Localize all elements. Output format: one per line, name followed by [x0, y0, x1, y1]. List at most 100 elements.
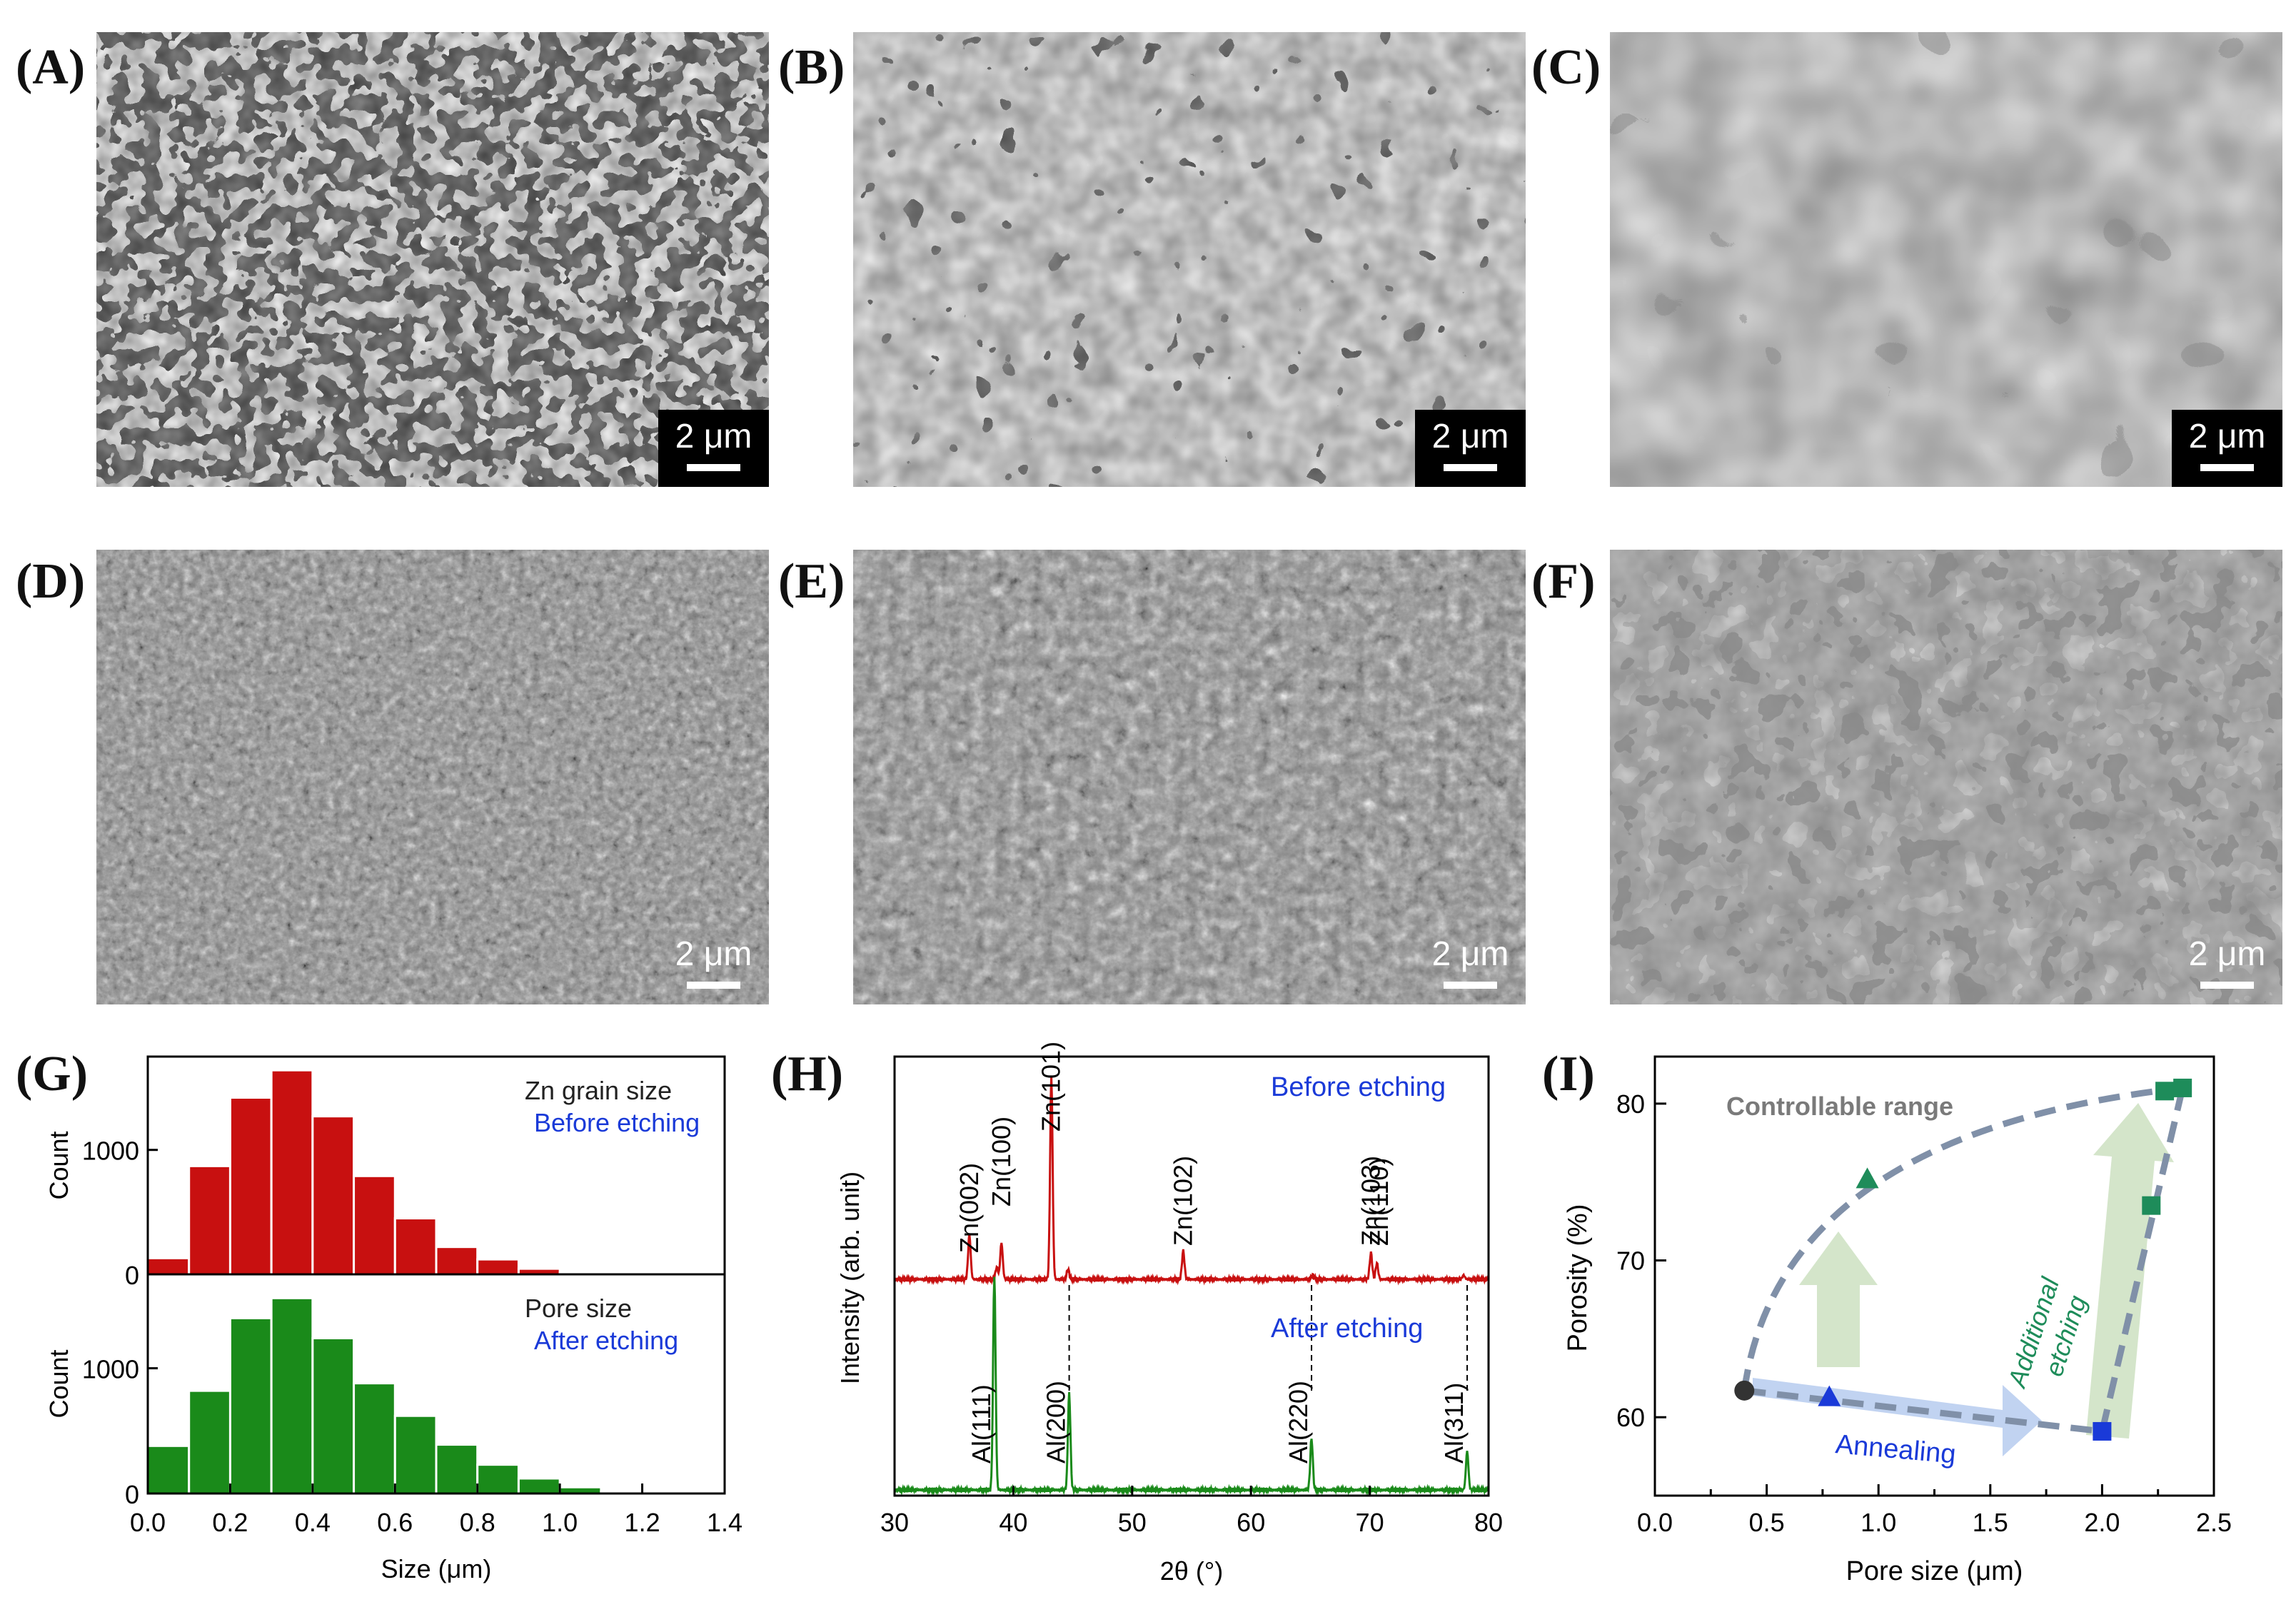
legend-subtitle: Before etching — [534, 1108, 700, 1137]
peak-label: Zn(100) — [987, 1117, 1016, 1207]
x-axis-label: Size (μm) — [381, 1554, 492, 1583]
y-axis-label: Count — [44, 1349, 74, 1418]
histogram-bar — [435, 1444, 479, 1495]
x-tick-label: 1.5 — [1973, 1508, 2008, 1537]
histogram-bar — [228, 1097, 273, 1276]
xrd-trace-after — [893, 1276, 1490, 1496]
histogram-bar — [188, 1389, 231, 1495]
etching-arrow — [2086, 1103, 2174, 1439]
peak-label: Zn(101) — [1037, 1042, 1066, 1132]
x-tick-label: 0.8 — [460, 1508, 495, 1537]
histogram-bar — [393, 1414, 438, 1495]
y-tick-label: 60 — [1616, 1403, 1645, 1432]
sem-image-c: 2 μm — [1610, 32, 2282, 487]
series-label-after: After etching — [1271, 1314, 1423, 1344]
y-axis-label: Porosity (%) — [1563, 1204, 1593, 1352]
panel-label-d: (D) — [16, 554, 86, 609]
peak-label: Al(200) — [1042, 1381, 1071, 1464]
sem-image-b: 2 μm — [853, 32, 1526, 487]
porosity-panel: 0.0 0.5 1.0 1.5 2.0 2.5 60 70 80 Pore size (μm) Po… — [1563, 1055, 2232, 1586]
histogram-bar — [270, 1296, 314, 1495]
upward-arrow — [1799, 1231, 1878, 1367]
panel-label-c: (C) — [1531, 40, 1601, 95]
scale-bar: 2 μm — [2172, 410, 2282, 487]
x-tick-label: 40 — [999, 1508, 1027, 1537]
peak-label: Al(111) — [967, 1384, 996, 1464]
series-label-before: Before etching — [1271, 1072, 1446, 1102]
sem-image-f: 2 μm — [1610, 550, 2282, 1004]
panel-label-g: (G) — [16, 1047, 89, 1102]
peak-label: Zn(002) — [955, 1163, 984, 1253]
scale-bar: 2 μm — [1415, 927, 1526, 1004]
peak-label: Zn(103) — [1356, 1156, 1385, 1246]
y-axis-label: Count — [44, 1131, 74, 1199]
histogram-panel: 0 1000 Count Zn grain size Before etching 0 10… — [44, 1055, 742, 1583]
panel-label-b: (B) — [778, 40, 845, 95]
y-tick-label: 1000 — [82, 1355, 139, 1384]
axes-frame — [893, 1055, 1490, 1497]
x-tick-label: 0.0 — [1637, 1508, 1673, 1537]
x-tick-label: 1.0 — [1861, 1508, 1896, 1537]
legend-subtitle: After etching — [534, 1326, 678, 1355]
x-tick-label: 70 — [1356, 1508, 1384, 1537]
panel-label-f: (F) — [1531, 554, 1596, 609]
x-tick-label: 60 — [1237, 1508, 1265, 1537]
histogram-bar — [311, 1115, 356, 1276]
controllable-range-arc — [1741, 1084, 2183, 1391]
x-tick-label: 2.0 — [2084, 1508, 2120, 1537]
panel-label-i: (I) — [1542, 1047, 1595, 1102]
peak-label: Al(311) — [1439, 1383, 1469, 1464]
y-tick-label: 0 — [125, 1261, 139, 1290]
y-tick-label: 0 — [125, 1480, 139, 1509]
histogram-bar — [353, 1174, 396, 1276]
x-tick-label: 80 — [1474, 1508, 1503, 1537]
peak-label: Al(220) — [1284, 1381, 1313, 1464]
legend-title: Pore size — [525, 1294, 632, 1323]
scale-bar: 2 μm — [2172, 927, 2282, 1004]
histogram-bar — [476, 1258, 520, 1276]
data-point-square — [2142, 1196, 2161, 1215]
data-point-circle — [1734, 1380, 1755, 1401]
panel-label-e: (E) — [778, 554, 845, 609]
x-tick-label: 0.0 — [130, 1508, 166, 1537]
x-tick-label: 1.0 — [542, 1508, 578, 1537]
y-tick-label: 80 — [1616, 1089, 1645, 1119]
charts-canvas: 0 1000 Count Zn grain size Before etching 0 10… — [44, 1042, 2232, 1586]
histogram-bar — [435, 1246, 479, 1276]
histogram-bar — [188, 1164, 231, 1276]
data-point-triangle — [1818, 1385, 1841, 1406]
histogram-bar — [393, 1217, 438, 1276]
scale-bar: 2 μm — [658, 410, 769, 487]
x-tick-label: 0.4 — [295, 1508, 331, 1537]
x-tick-label: 30 — [880, 1508, 909, 1537]
data-point-triangle — [1856, 1167, 1879, 1189]
x-tick-label: 1.2 — [625, 1508, 660, 1537]
data-point-square — [2173, 1078, 2192, 1097]
histogram-bar — [146, 1256, 191, 1276]
sem-image-a: 2 μm — [96, 32, 769, 487]
histogram-bar — [311, 1336, 356, 1495]
peak-label: Zn(110) — [1364, 1158, 1394, 1246]
annotation-annealing: Annealing — [1834, 1429, 1957, 1470]
xrd-panel: 30 40 50 60 70 80 2θ (°) Intensity (arb. unit) B… — [835, 1042, 1503, 1586]
histogram-bar — [146, 1444, 191, 1495]
y-tick-label: 1000 — [82, 1137, 139, 1166]
scale-bar: 2 μm — [658, 927, 769, 1004]
data-point-square — [2093, 1421, 2112, 1441]
sem-image-e: 2 μm — [853, 550, 1526, 1004]
histogram-bar — [228, 1316, 273, 1495]
x-tick-label: 1.4 — [707, 1508, 742, 1537]
sem-image-d: 2 μm — [96, 550, 769, 1004]
x-tick-label: 0.5 — [1749, 1508, 1785, 1537]
x-tick-label: 0.2 — [212, 1508, 248, 1537]
x-axis-label: 2θ (°) — [1160, 1556, 1223, 1586]
data-point-square — [2155, 1082, 2175, 1101]
x-axis-label: Pore size (μm) — [1846, 1556, 2023, 1586]
x-tick-label: 2.5 — [2196, 1508, 2232, 1537]
x-tick-label: 50 — [1118, 1508, 1147, 1537]
x-tick-label: 0.6 — [377, 1508, 413, 1537]
scale-bar: 2 μm — [1415, 410, 1526, 487]
legend-title: Zn grain size — [525, 1076, 672, 1105]
histogram-bar — [517, 1477, 561, 1495]
y-axis-label: Intensity (arb. unit) — [835, 1172, 865, 1384]
